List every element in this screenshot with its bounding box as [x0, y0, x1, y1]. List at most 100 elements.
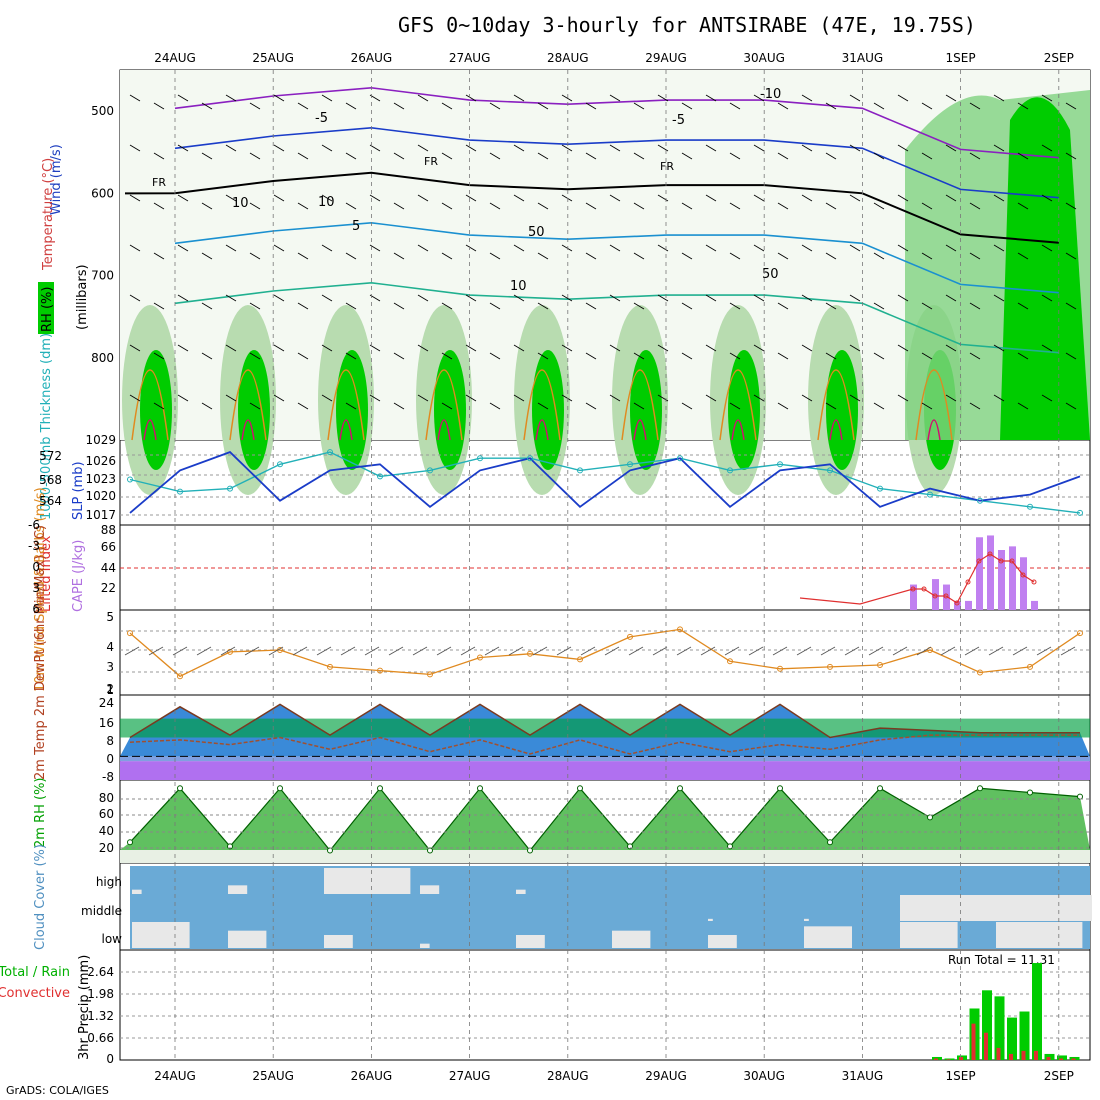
wind-barb	[585, 352, 597, 360]
wind-tick: 4	[106, 640, 114, 654]
panel8-conv-label: Convective	[0, 986, 70, 1001]
wind-barb	[297, 352, 309, 360]
wind-barb	[825, 202, 837, 210]
li-point	[998, 558, 1004, 564]
cape-bar	[987, 535, 994, 610]
temp-contour-20	[535, 419, 549, 441]
date-label-top: 29AUG	[645, 51, 687, 65]
wind-barb	[681, 152, 693, 160]
panel1-mb-label: (millibars)	[75, 264, 90, 330]
li-tick: -6	[28, 518, 40, 532]
wind-barb	[705, 144, 717, 152]
wind-barb	[729, 252, 741, 260]
wind-barb	[801, 194, 813, 202]
wind-barb	[345, 152, 357, 160]
thickness-point	[977, 497, 983, 504]
temp-contour-15	[915, 369, 953, 441]
wind-speed-point	[977, 669, 983, 676]
wind-barb	[777, 102, 789, 110]
cloud-block-low	[900, 922, 958, 948]
surface-wind-barb	[964, 646, 980, 656]
temp-contour-20	[633, 419, 647, 441]
precip-panel	[120, 963, 1090, 1060]
wind-barb	[585, 302, 597, 310]
wind-barb	[849, 294, 861, 302]
wind-barb	[873, 152, 885, 160]
wind-barb	[489, 402, 501, 410]
wind-barb	[249, 252, 261, 260]
li-point	[1031, 579, 1037, 585]
wind-barb	[321, 394, 333, 402]
cloud-block-high	[420, 885, 440, 894]
wind-barb	[129, 144, 141, 152]
wind-barb	[801, 244, 813, 252]
thickness-point	[1077, 509, 1083, 516]
dewpoint-line	[129, 734, 1080, 755]
panel1-rh-swatch	[38, 282, 54, 334]
wind-barb	[225, 94, 237, 102]
wind-barb	[297, 252, 309, 260]
cloud-block-middle	[804, 918, 809, 921]
rh-shade-90	[434, 350, 466, 470]
wind-barb	[129, 194, 141, 202]
temp-contour-20	[829, 419, 843, 441]
wind-tick: 1	[106, 683, 114, 697]
wind-barb	[561, 244, 573, 252]
rh-shade-90	[336, 350, 368, 470]
wind-barb	[873, 102, 885, 110]
wind-barb	[345, 252, 357, 260]
temp-tick: 8	[106, 734, 114, 748]
thickness-point	[877, 485, 883, 492]
wind-barb	[345, 352, 357, 360]
wind-barb	[273, 244, 285, 252]
wind-barb	[225, 144, 237, 152]
wind-barb	[249, 202, 261, 210]
date-label-bottom: 1SEP	[946, 1069, 976, 1083]
slp-tick: 1026	[85, 454, 116, 468]
wind-barb	[561, 294, 573, 302]
surface-wind-barb	[244, 646, 260, 656]
li-point	[965, 579, 971, 585]
contour-label: FR	[424, 155, 438, 168]
wind-barb	[153, 102, 165, 110]
wind-barb	[945, 94, 957, 102]
wind-barb	[825, 152, 837, 160]
cloud-block-middle	[900, 895, 996, 921]
cloud-block-low	[612, 930, 651, 948]
cape-tick: 44	[101, 561, 116, 575]
temp-contour-10	[174, 281, 1059, 354]
wind-barb	[1017, 402, 1029, 410]
surface-wind-barb	[1060, 646, 1076, 656]
temp-contour-20	[731, 419, 745, 441]
rh-area	[120, 788, 1090, 851]
rh-tick: 60	[99, 807, 114, 821]
panel7-label: Cloud Cover (%)	[33, 844, 48, 950]
wind-speed-point	[327, 663, 333, 670]
wind-barb	[729, 152, 741, 160]
wind-barb	[465, 194, 477, 202]
wind-barb	[177, 294, 189, 302]
rh-point	[1077, 793, 1083, 800]
wind-barb	[1065, 102, 1077, 110]
precip-convective-bar	[971, 1023, 976, 1060]
wind-speed-point	[477, 654, 483, 661]
panel6-label: 2m RH (%)	[33, 777, 48, 848]
date-label-bottom: 24AUG	[154, 1069, 196, 1083]
thickness-point	[427, 467, 433, 474]
wind-barb	[1065, 352, 1077, 360]
temp-contour-minus10	[174, 86, 1059, 159]
rh-point	[527, 847, 533, 854]
cape-bar	[954, 600, 961, 610]
wind-barb	[993, 94, 1005, 102]
wind-barb	[633, 352, 645, 360]
panel4-label: 10m Wind Speed & Barbs (m/s)	[33, 487, 48, 692]
wind-barb	[1065, 152, 1077, 160]
surface-wind-barb	[508, 646, 524, 656]
wind-barb	[297, 102, 309, 110]
wind-speed-point	[527, 650, 533, 657]
wind-barb	[1017, 352, 1029, 360]
wind-barb	[657, 94, 669, 102]
wind-speed-point	[577, 656, 583, 663]
rh-point	[677, 785, 683, 792]
wind-barb	[1065, 252, 1077, 260]
